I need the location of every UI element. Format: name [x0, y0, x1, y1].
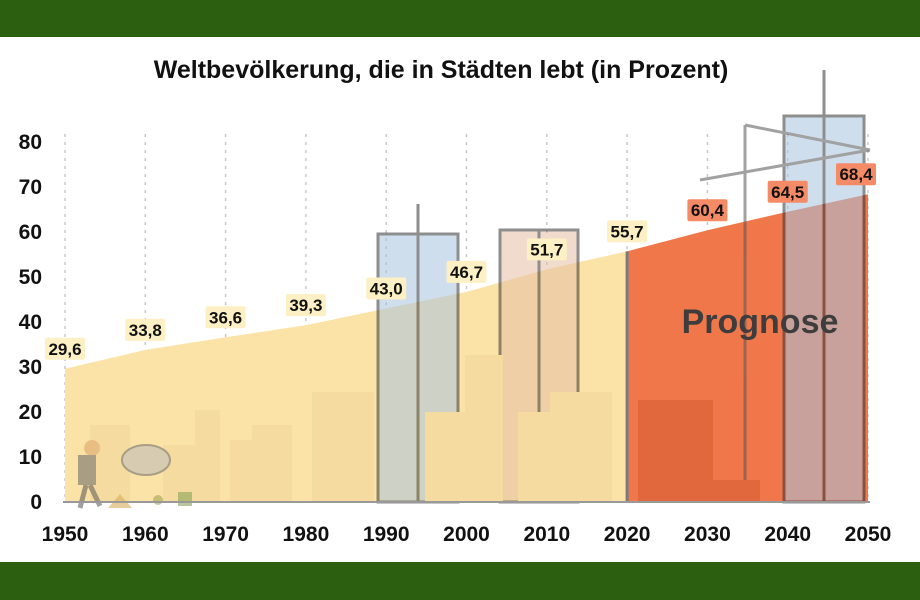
y-tick-label: 50: [19, 266, 42, 289]
data-label-bg: [836, 163, 876, 186]
city-illustration: [77, 70, 871, 509]
data-label: 29,6: [48, 340, 81, 359]
data-label-bg: [285, 294, 326, 317]
data-labels: 29,6 33,8 36,6 39,3 43,0 46,7 51,7 55,7 60,4 64,5…: [45, 163, 876, 360]
data-label-bg: [607, 220, 648, 243]
y-tick-label: 30: [19, 356, 42, 379]
data-label: 55,7: [611, 222, 644, 241]
data-label: 64,5: [771, 183, 804, 202]
data-label: 39,3: [289, 296, 322, 315]
y-tick-label: 20: [19, 401, 42, 424]
x-tick-label: 1950: [42, 523, 89, 546]
data-label: 33,8: [129, 321, 162, 340]
data-label: 46,7: [450, 263, 483, 282]
cement-mixer-icon: [121, 444, 192, 506]
x-tick-label: 2000: [443, 523, 490, 546]
forecast-label: Prognose: [682, 303, 839, 341]
y-tick-label: 60: [19, 221, 42, 244]
y-tick-label: 0: [30, 491, 42, 514]
x-tick-label: 1980: [283, 523, 330, 546]
data-label: 60,4: [691, 201, 725, 220]
data-label: 43,0: [370, 280, 403, 299]
y-tick-label: 10: [19, 446, 42, 469]
x-tick-label: 2010: [523, 523, 570, 546]
data-label-bg: [446, 260, 487, 283]
chart-title: Weltbevölkerung, die in Städten lebt (in…: [154, 56, 729, 84]
data-label-bg: [526, 238, 567, 261]
x-tick-label: 2020: [604, 523, 651, 546]
x-tick-label: 2030: [684, 523, 731, 546]
data-label-bg: [687, 199, 728, 222]
x-tick-label: 1970: [202, 523, 249, 546]
data-label-bg: [366, 277, 407, 300]
crane-icon: [699, 123, 871, 502]
y-tick-label: 40: [19, 311, 42, 334]
data-label-bg: [767, 180, 808, 203]
header-band: [0, 0, 920, 37]
data-label-bg: [125, 318, 166, 341]
data-label-bg: [45, 337, 85, 360]
x-tick-label: 1990: [363, 523, 410, 546]
data-label-bg: [205, 306, 246, 329]
data-label: 51,7: [530, 240, 563, 259]
data-label: 68,4: [839, 165, 873, 184]
data-label: 36,6: [209, 308, 242, 327]
y-tick-label: 70: [19, 176, 42, 199]
x-axis: 1950 1960 1970 1980 1990 2000 2010 2020 2030 2040…: [42, 501, 892, 546]
footer-band: [0, 562, 920, 600]
x-tick-label: 2050: [845, 523, 892, 546]
construction-worker-icon: [77, 440, 132, 509]
y-tick-label: 80: [19, 131, 42, 154]
x-tick-label: 2040: [764, 523, 811, 546]
x-tick-label: 1960: [122, 523, 169, 546]
y-axis: 0 10 20 30 40 50 60 70 80: [19, 131, 42, 514]
